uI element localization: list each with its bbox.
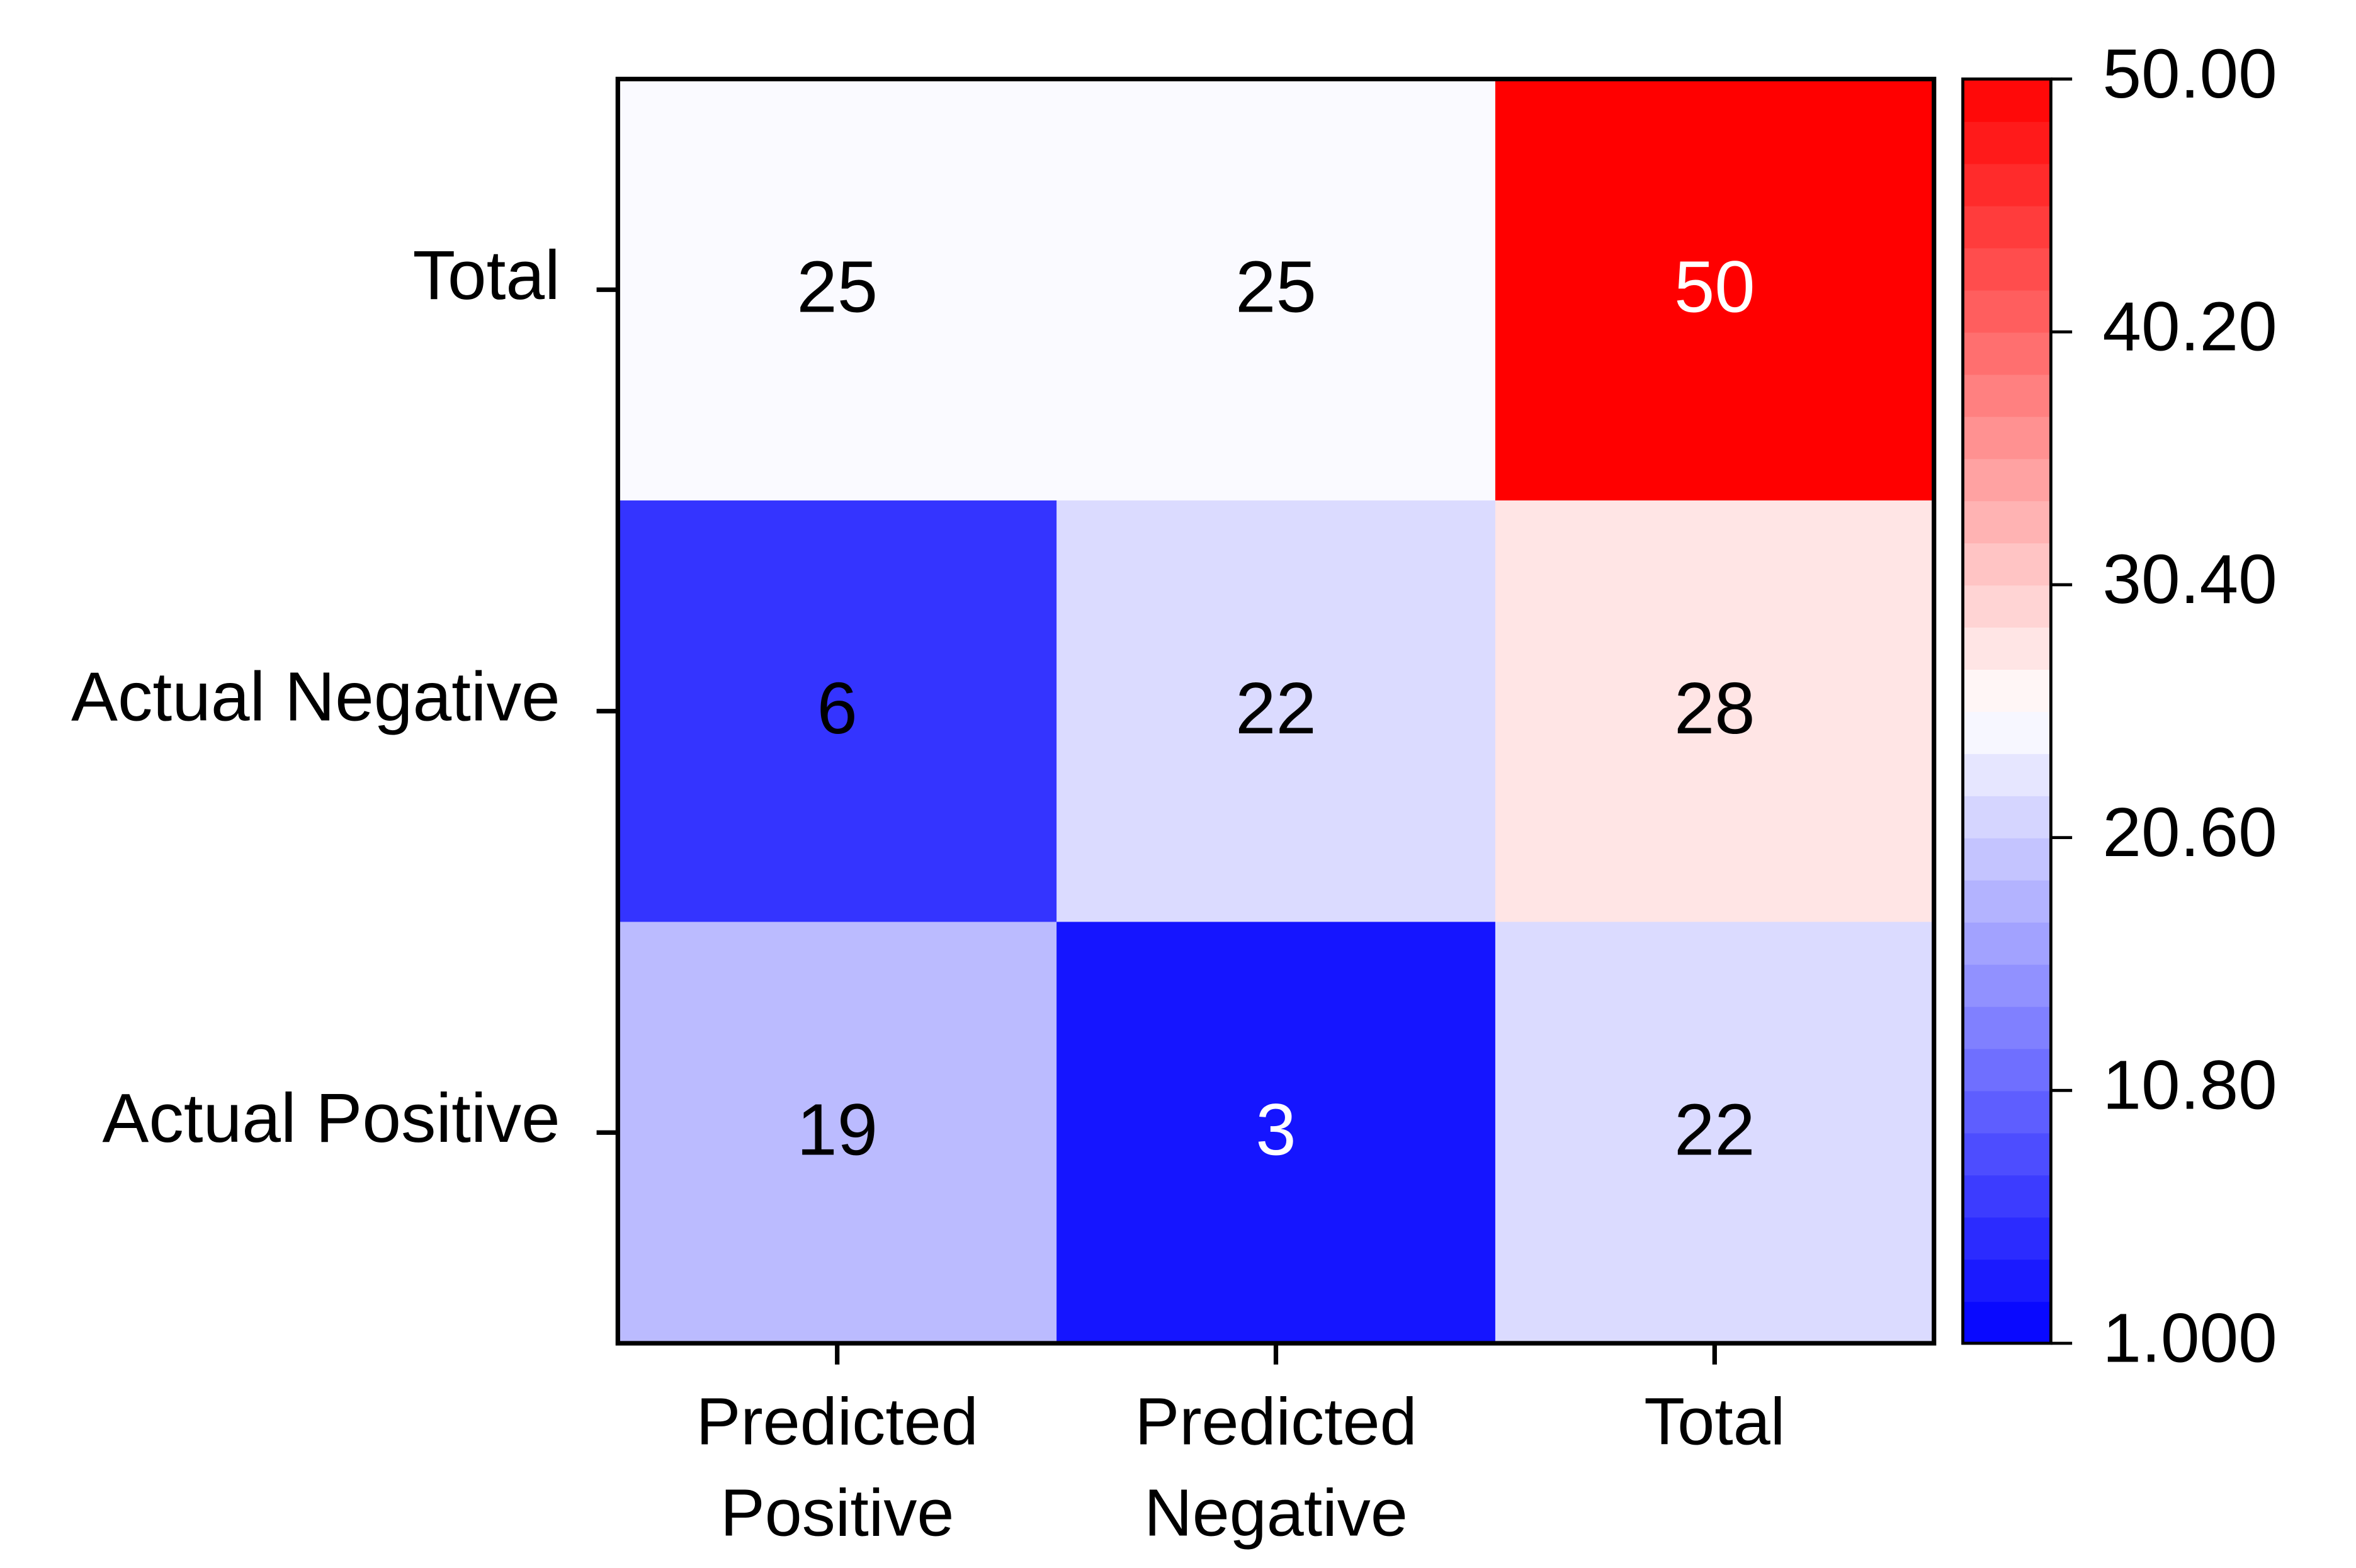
colorbar-tick-label: 30.40 xyxy=(2102,540,2277,618)
x-tick-label: Total xyxy=(1644,1385,1785,1459)
y-tick-label: Actual Negative xyxy=(71,658,560,736)
cell-label: 50 xyxy=(1674,246,1755,328)
heatmap-cell xyxy=(1056,922,1497,1345)
heatmap-cell xyxy=(1056,79,1497,502)
colorbar-step xyxy=(1962,247,2051,291)
cell-label: 3 xyxy=(1255,1089,1296,1171)
colorbar-step xyxy=(1962,416,2051,460)
heatmap-cell xyxy=(1495,79,1935,502)
colorbar-step xyxy=(1962,879,2051,923)
y-tick-label: Total xyxy=(412,236,560,314)
colorbar-step xyxy=(1962,374,2051,417)
cell-label: 19 xyxy=(796,1089,878,1171)
cell-label: 25 xyxy=(796,246,878,328)
colorbar-step xyxy=(1962,584,2051,628)
colorbar-step xyxy=(1962,626,2051,670)
colorbar-step xyxy=(1962,711,2051,754)
colorbar-step xyxy=(1962,795,2051,838)
x-tick-label: Predicted Positive xyxy=(696,1385,978,1550)
cell-label: 22 xyxy=(1235,667,1317,749)
heatmap-cell xyxy=(618,922,1058,1345)
colorbar-step xyxy=(1962,163,2051,206)
colorbar-frame xyxy=(1961,77,2053,1345)
colorbar-step xyxy=(1962,753,2051,796)
colorbar-tick-label: 10.80 xyxy=(2102,1046,2277,1124)
colorbar-step xyxy=(1962,668,2051,712)
x-tick-label: Predicted Negative xyxy=(1135,1385,1417,1550)
colorbar-step xyxy=(1962,1301,2051,1345)
colorbar-step xyxy=(1962,458,2051,502)
colorbar-step xyxy=(1962,1259,2051,1302)
colorbar-tick-label: 20.60 xyxy=(2102,793,2277,871)
cell-label: 28 xyxy=(1674,667,1755,749)
colorbar-tick-label: 1.000 xyxy=(2102,1299,2277,1377)
colorbar-step xyxy=(1962,837,2051,881)
colorbar-step xyxy=(1962,500,2051,544)
colorbar-step xyxy=(1962,205,2051,249)
cell-label: 6 xyxy=(817,667,858,749)
colorbar-step xyxy=(1962,290,2051,333)
colorbar-tick-label: 50.00 xyxy=(2102,35,2277,113)
cell-label: 22 xyxy=(1674,1089,1755,1171)
heatmap-cell xyxy=(618,79,1058,502)
colorbar-step xyxy=(1962,121,2051,164)
colorbar-step xyxy=(1962,964,2051,1007)
y-tick-label: Actual Positive xyxy=(102,1079,560,1157)
colorbar-step xyxy=(1962,1217,2051,1260)
heatmap-cell xyxy=(1495,922,1935,1345)
colorbar-step xyxy=(1962,1175,2051,1218)
colorbar-step xyxy=(1962,332,2051,375)
colorbar-step xyxy=(1962,1132,2051,1176)
heatmap-cell xyxy=(1495,500,1935,923)
heatmap-cell xyxy=(618,500,1058,923)
colorbar-step xyxy=(1962,1090,2051,1134)
colorbar-step xyxy=(1962,79,2051,122)
colorbar-step xyxy=(1962,1048,2051,1091)
colorbar-step xyxy=(1962,922,2051,965)
cell-label: 25 xyxy=(1235,246,1317,328)
colorbar-tick-label: 40.20 xyxy=(2102,288,2277,366)
heatmap-cell xyxy=(1056,500,1497,923)
colorbar-step xyxy=(1962,1006,2051,1049)
colorbar-step xyxy=(1962,542,2051,586)
